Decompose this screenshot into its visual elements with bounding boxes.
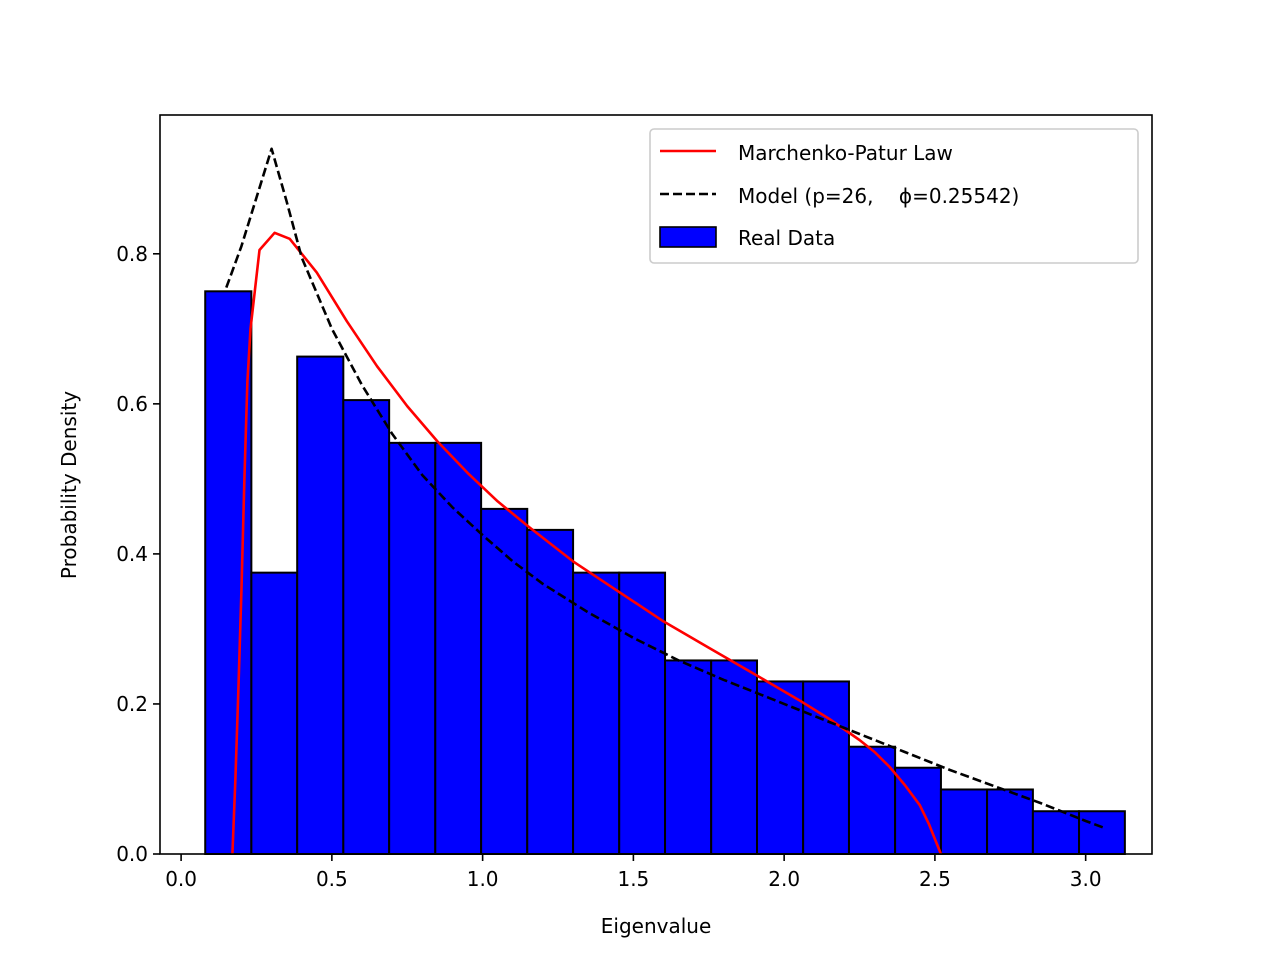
histogram-bar — [664, 659, 713, 855]
histogram-bar — [939, 788, 989, 855]
histogram-bar — [204, 290, 253, 855]
histogram-bar — [526, 528, 575, 856]
legend-label-marchenko-patur: Marchenko-Patur Law — [738, 141, 953, 165]
x-tick-label: 0.5 — [316, 867, 348, 891]
legend-box — [649, 128, 1139, 264]
y-tick-label: 0.6 — [116, 392, 148, 416]
y-axis-ticks: 0.0 0.2 0.4 0.6 0.8 — [116, 242, 160, 866]
series-line-model — [225, 147, 1105, 829]
x-tick-label: 1.0 — [467, 867, 499, 891]
y-axis-label: Probability Density — [57, 391, 81, 579]
histogram-bar — [342, 399, 391, 855]
x-axis-label: Eigenvalue — [601, 914, 712, 938]
x-axis-ticks: 0.0 0.5 1.0 1.5 2.0 2.5 3.0 — [165, 854, 1102, 891]
histogram-bar — [1078, 810, 1126, 855]
x-tick-label: 2.5 — [919, 867, 951, 891]
histogram-bar — [296, 355, 345, 855]
legend-label-real-data: Real Data — [738, 226, 835, 250]
histogram-bar — [847, 745, 897, 855]
series-lines — [225, 147, 1105, 855]
histogram-bar — [1031, 810, 1081, 855]
x-tick-label: 2.0 — [768, 867, 800, 891]
y-tick-label: 0.8 — [116, 242, 148, 266]
x-tick-label: 3.0 — [1070, 867, 1102, 891]
y-tick-label: 0.4 — [116, 542, 148, 566]
legend-swatch-real-data — [659, 226, 717, 248]
histogram-bar — [802, 680, 850, 856]
histogram-bar — [618, 571, 667, 856]
y-tick-label: 0.2 — [116, 692, 148, 716]
histogram-bar — [250, 571, 299, 856]
histogram-bar — [434, 441, 483, 855]
plot-area-frame — [159, 114, 1153, 855]
series-line-marchenko-patur — [231, 231, 943, 855]
histogram-bar — [986, 788, 1034, 855]
histogram-bar — [572, 571, 621, 856]
x-tick-label: 1.5 — [617, 867, 649, 891]
histogram-bar — [710, 659, 759, 855]
histogram-bar — [480, 507, 529, 855]
legend-label-model: Model (p=26, ϕ=0.25542) — [738, 184, 1019, 208]
histogram-bar — [756, 680, 805, 856]
histogram-bars — [204, 290, 1126, 856]
legend: Marchenko-Patur Law Model (p=26, ϕ=0.255… — [649, 128, 1139, 264]
y-tick-label: 0.0 — [116, 842, 148, 866]
histogram-bar — [388, 441, 437, 855]
x-tick-label: 0.0 — [165, 867, 197, 891]
